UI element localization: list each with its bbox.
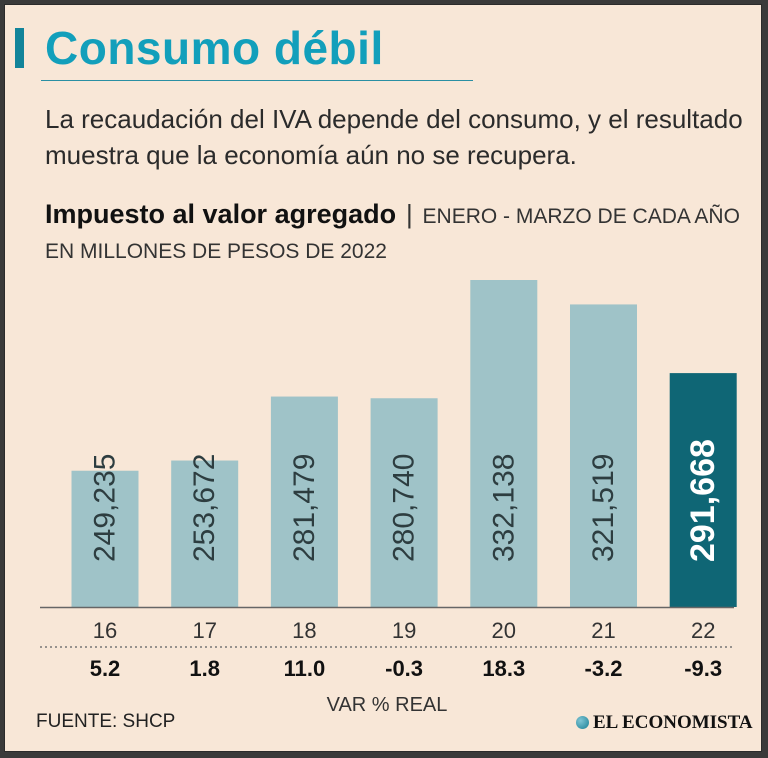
var-real-caption: VAR % REAL (327, 694, 448, 716)
var-real-value: -9.3 (684, 656, 722, 681)
var-real-value: -0.3 (385, 656, 423, 681)
page-title: Consumo débil (45, 22, 384, 74)
bar-18 (270, 396, 338, 607)
var-real-value: 11.0 (284, 656, 326, 681)
bar-17 (171, 460, 239, 607)
chart-heading-title: Impuesto al valor agregado (45, 199, 397, 229)
var-real-value: 18.3 (482, 656, 525, 681)
bar-19 (370, 398, 438, 607)
bar-20 (470, 280, 538, 607)
bar-value-label: 281,479 (288, 454, 321, 562)
bar-value-label: 332,138 (487, 454, 520, 562)
x-tick-label: 19 (392, 618, 416, 643)
bar-value-label: 253,672 (188, 454, 221, 562)
x-tick-label: 16 (93, 618, 117, 643)
bar-value-label: 280,740 (388, 454, 421, 562)
x-tick-label: 22 (691, 618, 715, 643)
brand-globe-icon (576, 716, 589, 729)
title-accent-bar (15, 28, 24, 68)
var-real-value: 1.8 (189, 656, 220, 681)
title-divider (41, 80, 473, 81)
var-real-value: -3.2 (585, 656, 623, 681)
subtitle: La recaudación del IVA depende del consu… (45, 104, 743, 170)
bar-22 (669, 373, 737, 607)
bar-16 (71, 470, 139, 607)
x-tick-label: 18 (292, 618, 316, 643)
brand-logo: EL ECONOMISTA (576, 712, 753, 734)
chart-heading-separator: | (405, 199, 413, 229)
bar-value-label: 291,668 (684, 439, 722, 562)
x-tick-label: 17 (192, 618, 216, 643)
x-tick-label: 21 (591, 618, 615, 643)
chart-heading-detail: ENERO - MARZO DE CADA AÑO EN MILLONES DE… (45, 205, 740, 263)
x-tick-label: 20 (492, 618, 516, 643)
bar-21 (570, 304, 637, 607)
bar-value-label: 249,235 (89, 454, 122, 562)
brand-name: EL ECONOMISTA (593, 712, 753, 733)
bar-value-label: 321,519 (587, 454, 620, 562)
chart-heading: Impuesto al valor agregado | ENERO - MAR… (45, 197, 745, 269)
source-note: FUENTE: SHCP (36, 711, 176, 732)
var-real-value: 5.2 (90, 656, 121, 681)
